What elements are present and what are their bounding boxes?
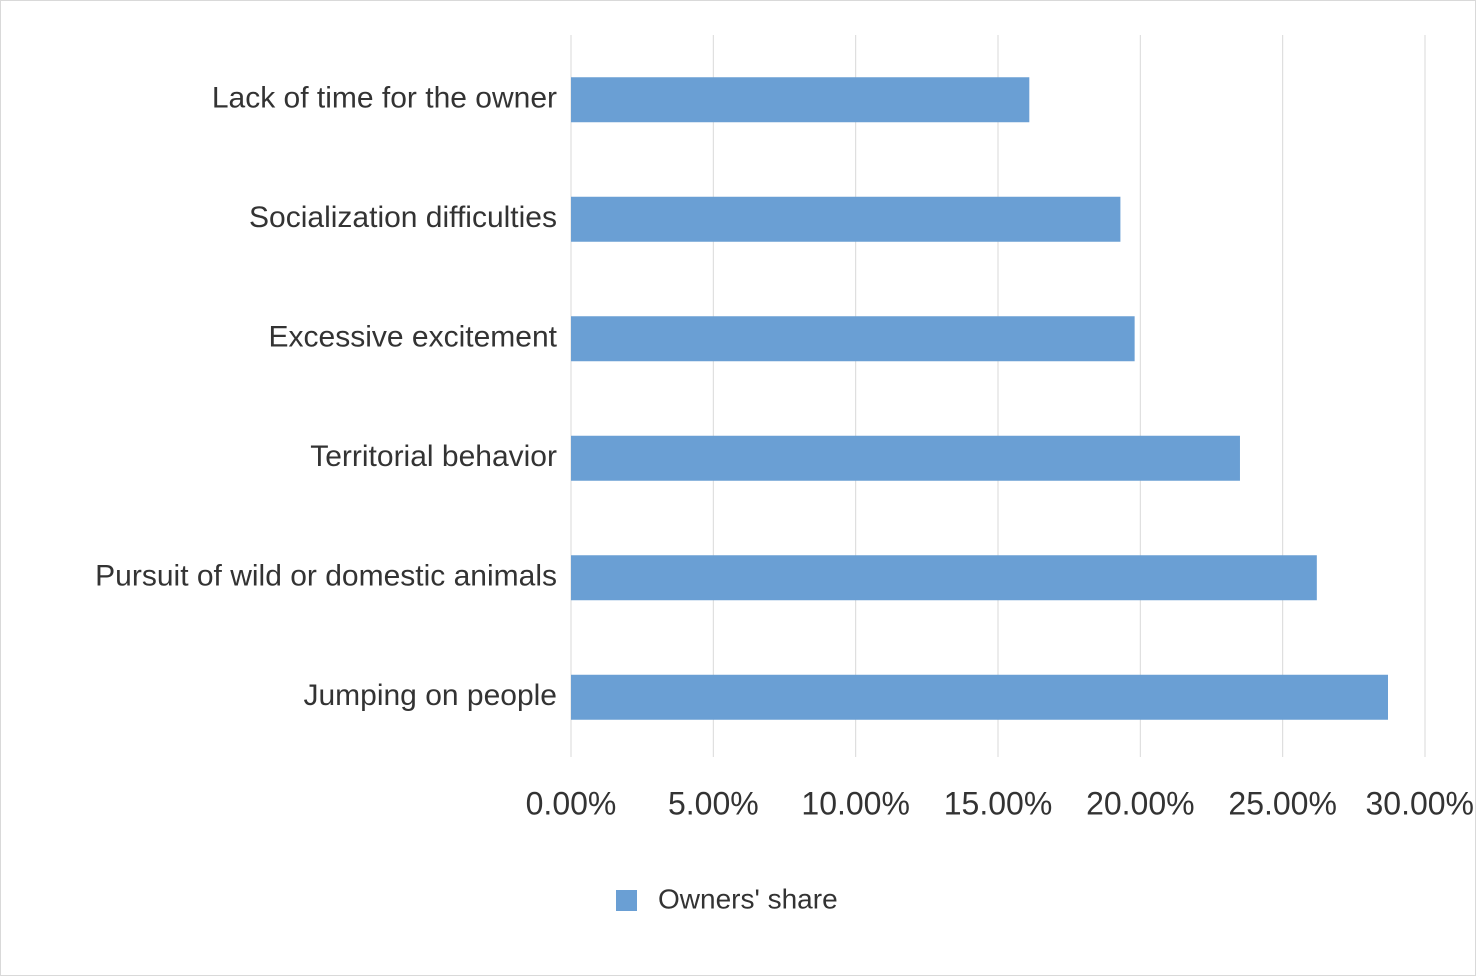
bar bbox=[571, 555, 1317, 601]
legend-label: Owners' share bbox=[658, 883, 838, 914]
x-tick-label: 20.00% bbox=[1086, 785, 1195, 821]
y-tick-label: Jumping on people bbox=[303, 679, 557, 712]
x-tick-label: 25.00% bbox=[1228, 785, 1337, 821]
y-tick-label: Pursuit of wild or domestic animals bbox=[95, 560, 557, 593]
x-tick-label: 5.00% bbox=[668, 785, 759, 821]
bar bbox=[571, 674, 1388, 720]
y-tick-label: Excessive excitement bbox=[269, 321, 558, 354]
bar bbox=[571, 196, 1121, 242]
bar bbox=[571, 316, 1135, 362]
y-tick-label: Socialization difficulties bbox=[249, 201, 557, 234]
bar bbox=[571, 77, 1030, 123]
x-tick-label: 10.00% bbox=[801, 785, 910, 821]
x-tick-label: 15.00% bbox=[944, 785, 1053, 821]
legend-swatch bbox=[616, 890, 637, 911]
y-tick-label: Lack of time for the owner bbox=[212, 82, 557, 115]
x-tick-label: 0.00% bbox=[526, 785, 617, 821]
bar bbox=[571, 435, 1240, 481]
x-tick-label: 30.00% bbox=[1365, 785, 1474, 821]
y-tick-label: Territorial behavior bbox=[310, 440, 557, 473]
